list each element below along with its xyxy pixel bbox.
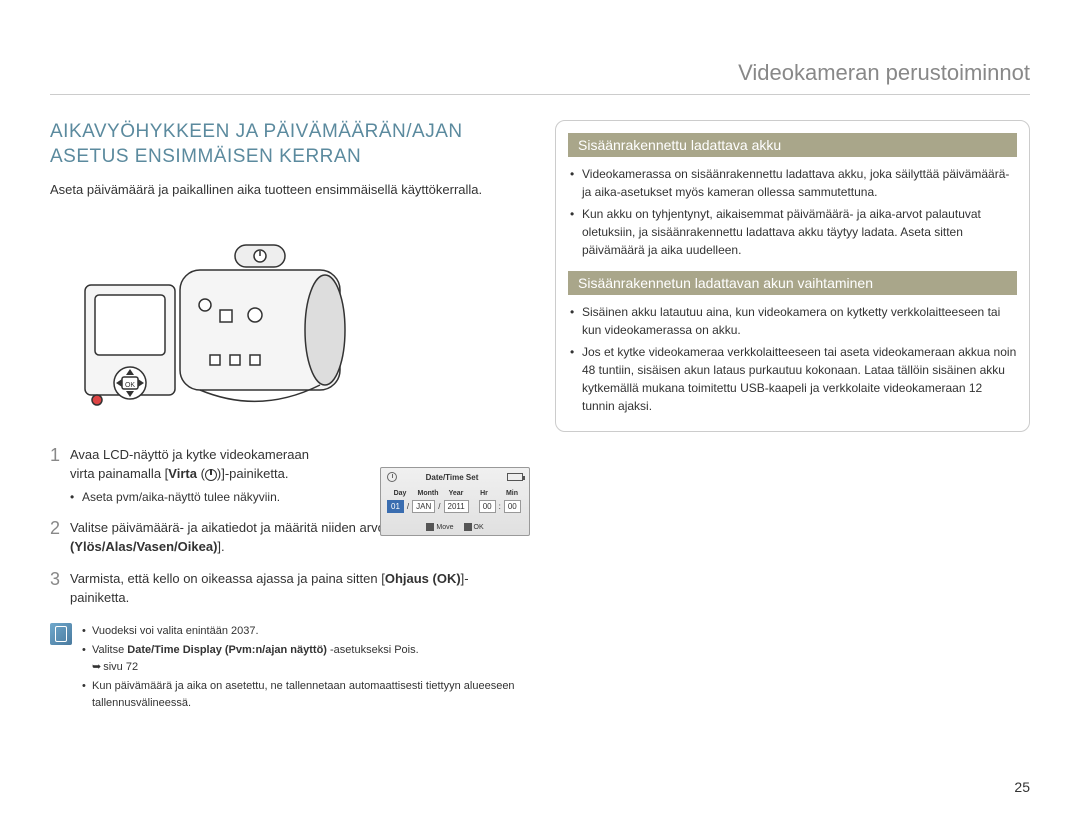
lcd-fields: 01 / JAN / 2011 00 : 00 <box>387 500 523 513</box>
note-item: Valitse Date/Time Display (Pvm:n/ajan nä… <box>82 642 525 675</box>
lcd-field-min[interactable]: 00 <box>504 500 521 513</box>
right-column: Sisäänrakennettu ladattava akku Videokam… <box>555 120 1030 714</box>
camera-illustration: OK <box>80 215 525 420</box>
lcd-label-min: Min <box>501 490 523 497</box>
lcd-label-day: Day <box>389 490 411 497</box>
lcd-sep: : <box>499 502 501 511</box>
step-bold: Ohjaus (OK) <box>385 571 461 586</box>
move-icon <box>426 523 434 531</box>
ok-icon <box>464 523 472 531</box>
step-text: ]. <box>217 539 224 554</box>
lcd-field-hr[interactable]: 00 <box>479 500 496 513</box>
power-icon <box>205 469 217 481</box>
lcd-label-year: Year <box>445 490 467 497</box>
page-ref: sivu 72 <box>92 661 138 673</box>
lcd-footer-ok: OK <box>474 524 484 531</box>
lcd-sep: / <box>407 502 409 511</box>
battery-icon <box>507 473 523 481</box>
page-number: 25 <box>1014 779 1030 795</box>
lcd-label-hr: Hr <box>473 490 495 497</box>
lcd-field-day[interactable]: 01 <box>387 500 404 513</box>
lcd-labels: Day Month Year Hr Min <box>387 490 523 497</box>
info-heading-1: Sisäänrakennettu ladattava akku <box>568 133 1017 157</box>
info-panel: Sisäänrakennettu ladattava akku Videokam… <box>555 120 1030 432</box>
svg-text:OK: OK <box>125 382 135 389</box>
note-box: Vuodeksi voi valita enintään 2037. Valit… <box>50 623 525 715</box>
lcd-field-month[interactable]: JAN <box>412 500 435 513</box>
content-columns: AIKAVYÖHYKKEEN JA PÄIVÄMÄÄRÄN/AJAN ASETU… <box>50 120 1030 714</box>
info-item: Sisäinen akku latautuu aina, kun videoka… <box>568 303 1017 339</box>
lcd-datetime-screen: Date/Time Set Day Month Year Hr Min 01 /… <box>380 467 530 536</box>
info-item: Jos et kytke videokameraa verkkolaittees… <box>568 343 1017 415</box>
step-text: )]-painiketta. <box>217 466 289 481</box>
lcd-footer-move: Move <box>436 524 453 531</box>
note-item: Kun päivämäärä ja aika on asetettu, ne t… <box>82 678 525 711</box>
section-title: AIKAVYÖHYKKEEN JA PÄIVÄMÄÄRÄN/AJAN ASETU… <box>50 120 525 169</box>
left-column: AIKAVYÖHYKKEEN JA PÄIVÄMÄÄRÄN/AJAN ASETU… <box>50 120 525 714</box>
step-bold: Virta <box>168 466 197 481</box>
info-heading-2: Sisäänrakennetun ladattavan akun vaihtam… <box>568 271 1017 295</box>
step-bullet: Aseta pvm/aika-näyttö tulee näkyviin. <box>70 488 320 506</box>
step-number: 3 <box>50 569 70 590</box>
step-text: ( <box>197 466 205 481</box>
page-header: Videokameran perustoiminnot <box>50 60 1030 95</box>
info-list-1: Videokamerassa on sisäänrakennettu ladat… <box>568 165 1017 259</box>
step-body: Avaa LCD-näyttö ja kytke videokameraan v… <box>70 445 320 506</box>
step-number: 2 <box>50 518 70 539</box>
step-body: Varmista, että kello on oikeassa ajassa … <box>70 569 525 608</box>
step-text: Varmista, että kello on oikeassa ajassa … <box>70 571 385 586</box>
note-text: -asetukseksi Pois. <box>327 644 419 656</box>
info-item: Kun akku on tyhjentynyt, aikaisemmat päi… <box>568 205 1017 259</box>
note-text: Valitse <box>92 644 127 656</box>
step-3: 3 Varmista, että kello on oikeassa ajass… <box>50 569 525 608</box>
intro-text: Aseta päivämäärä ja paikallinen aika tuo… <box>50 181 525 199</box>
lcd-footer: Move OK <box>387 523 523 531</box>
lcd-sep: / <box>438 502 440 511</box>
note-bold: Date/Time Display (Pvm:n/ajan näyttö) <box>127 644 327 656</box>
info-list-2: Sisäinen akku latautuu aina, kun videoka… <box>568 303 1017 415</box>
info-item: Videokamerassa on sisäänrakennettu ladat… <box>568 165 1017 201</box>
step-number: 1 <box>50 445 70 466</box>
note-item: Vuodeksi voi valita enintään 2037. <box>82 623 525 640</box>
page-header-title: Videokameran perustoiminnot <box>738 60 1030 85</box>
lcd-title: Date/Time Set <box>426 473 479 482</box>
lcd-label-month: Month <box>417 490 439 497</box>
note-list: Vuodeksi voi valita enintään 2037. Valit… <box>82 623 525 715</box>
note-icon <box>50 623 72 645</box>
clock-icon <box>387 472 397 482</box>
lcd-field-year[interactable]: 2011 <box>444 500 469 513</box>
step-text: Valitse päivämäärä- ja aikatiedot ja mää… <box>70 520 396 535</box>
